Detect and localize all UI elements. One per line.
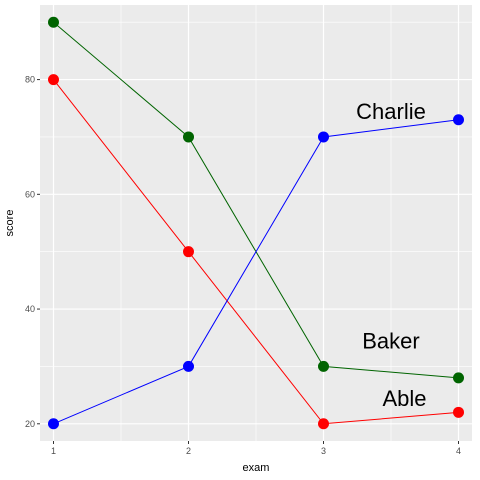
data-point-baker	[48, 16, 59, 28]
data-point-baker	[318, 360, 329, 372]
series-line-able	[53, 79, 459, 425]
series-lines	[53, 21, 459, 425]
y-tick-label: 80	[25, 75, 35, 85]
data-point-baker	[453, 372, 464, 384]
data-point-charlie	[48, 418, 59, 430]
y-tick-label: 20	[25, 419, 35, 429]
data-point-baker	[183, 131, 194, 143]
data-point-charlie	[453, 114, 464, 126]
major-gridlines	[40, 5, 472, 441]
x-tick-label: 4	[456, 446, 461, 456]
data-point-able	[453, 406, 464, 418]
y-tick-label: 60	[25, 189, 35, 199]
series-points	[48, 16, 464, 430]
series-label-charlie: Charlie	[356, 99, 426, 124]
series-line-charlie	[53, 119, 459, 425]
series-labels: Able Baker Charlie	[356, 99, 426, 411]
data-point-charlie	[318, 131, 329, 143]
x-tick-label: 2	[186, 446, 191, 456]
x-tick-label: 3	[321, 446, 326, 456]
y-axis-title: score	[4, 210, 16, 237]
x-axis-title: exam	[243, 462, 270, 474]
data-point-able	[318, 418, 329, 430]
y-axis: 20 40 60 80	[25, 75, 40, 429]
series-label-able: Able	[382, 386, 426, 411]
x-tick-label: 1	[51, 446, 56, 456]
x-axis: 1 2 3 4	[51, 441, 461, 456]
data-point-able	[48, 74, 59, 86]
y-tick-label: 40	[25, 304, 35, 314]
data-point-able	[183, 246, 194, 258]
series-label-baker: Baker	[362, 329, 419, 354]
data-point-charlie	[183, 360, 194, 372]
